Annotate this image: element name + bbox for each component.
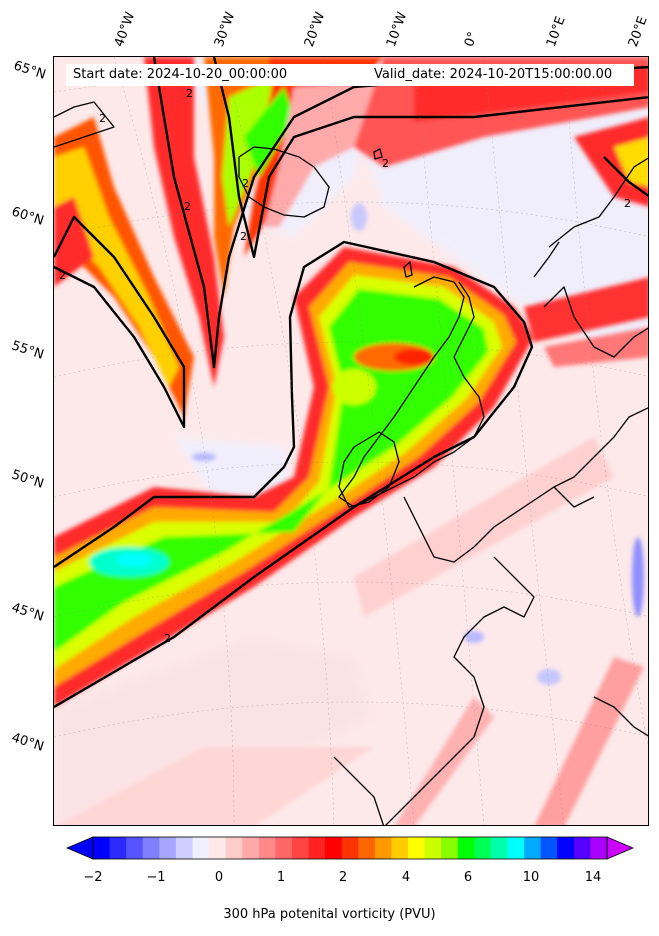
colorbar-bin xyxy=(291,837,310,859)
contour-label: 2 xyxy=(184,200,191,213)
colorbar-bin xyxy=(242,837,260,859)
colorbar-bin xyxy=(524,837,542,859)
jet-streaks xyxy=(524,277,648,367)
lat-label-60n: 60°N xyxy=(9,204,46,229)
colorbar-bin xyxy=(474,837,492,859)
colorbar-tick: 6 xyxy=(463,870,473,885)
contour-label: 2 xyxy=(624,197,631,210)
colorbar-bin xyxy=(325,837,343,859)
colorbar-bin xyxy=(175,837,194,859)
great-britain-coast xyxy=(338,276,485,508)
colorbar-bin xyxy=(358,837,376,859)
colorbar-bin xyxy=(590,837,608,859)
colorbar-tick: 14 xyxy=(584,870,602,885)
colorbar-max-extend xyxy=(606,836,634,860)
colorbar-tick: 2 xyxy=(338,870,348,885)
colorbar-bin xyxy=(225,837,243,859)
greenland-coast xyxy=(54,101,115,148)
colorbar-bin xyxy=(557,837,575,859)
lon-label-30w: 30°W xyxy=(211,10,239,49)
colorbar-tick: 10 xyxy=(522,870,540,885)
pv-streamers xyxy=(54,57,648,417)
colorbar xyxy=(66,836,634,860)
colorbar-bin xyxy=(93,837,111,859)
contour-label: 2 xyxy=(99,112,106,125)
colorbar-bin xyxy=(424,837,442,859)
colorbar-bin xyxy=(109,837,127,859)
coastlines xyxy=(54,101,648,825)
valid-date-label: Valid_date: 2024-10-20T15:00:00.00 xyxy=(374,67,613,82)
graticule xyxy=(54,57,648,825)
colorbar-bin xyxy=(573,837,592,859)
colorbar-bin xyxy=(391,837,409,859)
pv-field-map: 2 2 2 2 2 2 2 2 2 xyxy=(54,57,648,825)
contour-label: 2 xyxy=(242,177,249,190)
contour-label: 2 xyxy=(382,157,389,170)
scandinavia-coast xyxy=(533,157,648,358)
contour-labels: 2 2 2 2 2 2 2 2 2 xyxy=(59,87,631,645)
europe-coast xyxy=(385,407,648,825)
colorbar-bin xyxy=(507,837,525,859)
lon-label-40w: 40°W xyxy=(111,10,139,49)
lon-label-10e: 10°E xyxy=(543,14,569,50)
colorbar-bin xyxy=(490,837,509,859)
colorbar-bin xyxy=(540,837,558,859)
contour-label: 2 xyxy=(164,632,171,645)
colorbar-frame xyxy=(92,836,608,860)
secondary-pv-streaks xyxy=(57,437,644,825)
colorbar-bin xyxy=(126,837,144,859)
colorbar-bin xyxy=(192,837,210,859)
colorbar-tick: −1 xyxy=(146,870,166,885)
colorbar-tick: 0 xyxy=(214,870,224,885)
lat-label-50n: 50°N xyxy=(9,467,46,492)
lat-label-65n: 65°N xyxy=(11,58,48,83)
colorbar-bin xyxy=(209,837,227,859)
colorbar-bin xyxy=(441,837,459,859)
start-date-label: Start date: 2024-10-20_00:00:00 xyxy=(73,67,288,82)
colorbar-tick: −2 xyxy=(83,870,103,885)
colorbar-bin xyxy=(408,837,426,859)
iceland-coast xyxy=(238,146,330,218)
lat-label-45n: 45°N xyxy=(9,600,46,625)
colorbar-bin xyxy=(258,837,276,859)
lat-label-40n: 40°N xyxy=(9,730,46,755)
colorbar-bin xyxy=(308,837,326,859)
colorbar-bin xyxy=(159,837,177,859)
colorbar-min-extend xyxy=(66,836,94,860)
colorbar-label: 300 hPa potenital vorticity (PVU) xyxy=(223,907,436,922)
colorbar-tick: 1 xyxy=(276,870,286,885)
lon-label-20w: 20°W xyxy=(301,10,329,49)
map-panel: 2 2 2 2 2 2 2 2 2 xyxy=(53,56,649,826)
colorbar-bin xyxy=(275,837,293,859)
colorbar-bin xyxy=(374,837,393,859)
colorbar-tick: 4 xyxy=(401,870,411,885)
colorbar-bin xyxy=(341,837,359,859)
ireland-coast xyxy=(338,431,400,508)
contour-label: 2 xyxy=(59,269,66,282)
lon-label-20e: 20°E xyxy=(625,14,651,50)
contour-label: 2 xyxy=(186,87,193,100)
colorbar-bin xyxy=(142,837,160,859)
lon-label-10w: 10°W xyxy=(383,10,411,49)
lon-label-0: 0° xyxy=(461,29,482,49)
date-info-box xyxy=(66,64,634,86)
pv-trough xyxy=(54,247,534,707)
negative-pv-spots xyxy=(192,203,644,685)
contour-label: 2 xyxy=(240,230,247,243)
lat-label-55n: 55°N xyxy=(9,338,46,363)
colorbar-bin xyxy=(457,837,475,859)
